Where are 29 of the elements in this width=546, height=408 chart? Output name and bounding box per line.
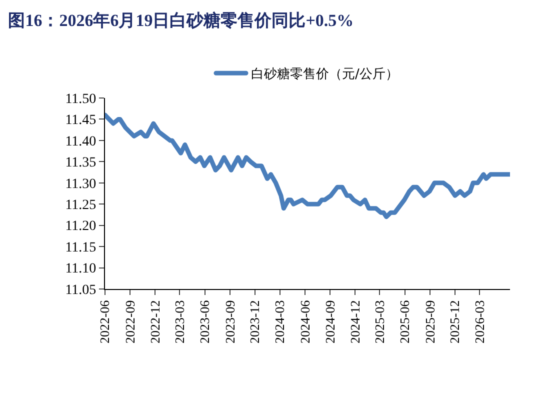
y-tick-label: 11.45 [65, 113, 96, 128]
legend-label: 白砂糖零售价（元/公斤） [251, 67, 398, 82]
x-tick-label: 2024-09 [322, 300, 338, 344]
x-tick-label: 2025-06 [397, 300, 412, 344]
y-tick-label: 11.25 [65, 198, 96, 214]
x-tick-label: 2023-12 [247, 300, 262, 344]
y-tick-label: 11.15 [65, 240, 96, 256]
y-tick-label: 11.05 [65, 282, 96, 298]
y-tick-label: 11.20 [65, 219, 96, 234]
x-tick-label: 2022-12 [147, 300, 162, 344]
x-tick-label: 2022-09 [122, 300, 138, 344]
line-series [105, 112, 510, 220]
x-tick-label: 2023-03 [172, 300, 187, 344]
y-tick-label: 11.30 [65, 176, 96, 192]
x-tick-label: 2024-03 [272, 300, 288, 344]
x-tick-label: 2023-06 [197, 300, 212, 344]
y-tick-label: 11.50 [65, 92, 96, 107]
x-tick-label: 2025-09 [422, 300, 438, 344]
chart-title: 图16：2026年6月19日白砂糖零售价同比+0.5% [8, 11, 354, 30]
x-tick-label: 2023-09 [222, 300, 238, 344]
x-tick-label: 2026-03 [472, 300, 487, 344]
y-tick-label: 11.35 [65, 156, 96, 171]
y-tick-label: 11.40 [65, 134, 96, 150]
y-tick-label: 11.10 [65, 262, 96, 277]
x-tick-label: 2022-06 [97, 300, 112, 344]
x-tick-label: 2024-12 [347, 300, 362, 344]
x-tick-label: 2025-12 [447, 300, 462, 344]
x-tick-label: 2024-06 [297, 300, 312, 344]
x-tick-label: 2025-03 [372, 300, 387, 344]
